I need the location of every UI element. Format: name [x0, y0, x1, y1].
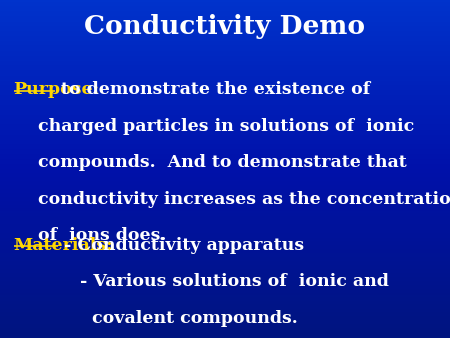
- Text: - Conductivity apparatus: - Conductivity apparatus: [58, 237, 304, 254]
- Text: charged particles in solutions of  ionic: charged particles in solutions of ionic: [14, 118, 414, 135]
- Text: of  ions does.: of ions does.: [14, 227, 166, 244]
- Text: Conductivity Demo: Conductivity Demo: [85, 14, 365, 39]
- Text: - Various solutions of  ionic and: - Various solutions of ionic and: [14, 273, 388, 290]
- Text: conductivity increases as the concentration: conductivity increases as the concentrat…: [14, 191, 450, 208]
- Text: Materials:: Materials:: [14, 237, 113, 254]
- Text: compounds.  And to demonstrate that: compounds. And to demonstrate that: [14, 154, 406, 171]
- Text: Purpose:: Purpose:: [14, 81, 99, 98]
- Text: covalent compounds.: covalent compounds.: [14, 310, 297, 327]
- Text: to demonstrate the existence of: to demonstrate the existence of: [55, 81, 370, 98]
